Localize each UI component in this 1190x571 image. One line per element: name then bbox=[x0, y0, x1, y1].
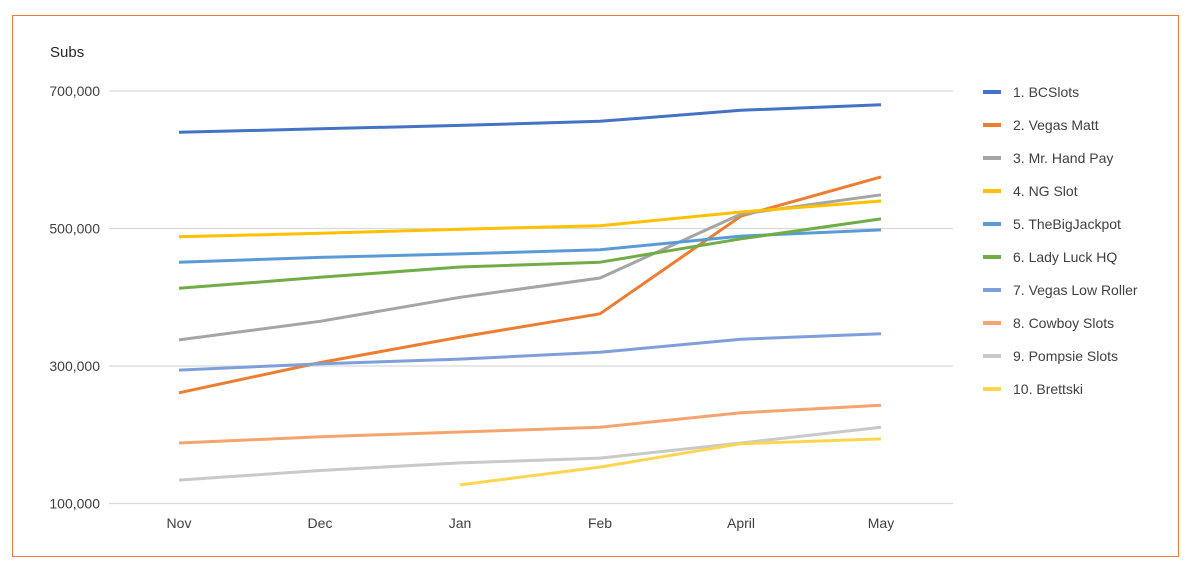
legend-label: 9. Pompsie Slots bbox=[1013, 348, 1119, 364]
series-line-10 bbox=[459, 437, 882, 487]
series-line-8 bbox=[178, 403, 882, 445]
series-line-3 bbox=[178, 193, 882, 342]
legend-label: 1. BCSlots bbox=[1013, 84, 1080, 100]
legend-swatch bbox=[983, 354, 1001, 358]
legend-item: 9. Pompsie Slots bbox=[983, 346, 1118, 366]
legend-swatch bbox=[983, 156, 1001, 160]
legend-item: 3. Mr. Hand Pay bbox=[983, 148, 1113, 168]
series-line-4 bbox=[178, 199, 882, 239]
legend-item: 6. Lady Luck HQ bbox=[983, 247, 1117, 267]
series-line-9 bbox=[178, 425, 882, 482]
series-line-7 bbox=[178, 332, 882, 372]
legend-label: 6. Lady Luck HQ bbox=[1013, 249, 1118, 265]
legend-swatch bbox=[983, 288, 1001, 292]
legend-swatch bbox=[983, 189, 1001, 193]
legend-label: 2. Vegas Matt bbox=[1013, 117, 1099, 133]
x-tick-label: Jan bbox=[449, 515, 472, 531]
legend-label: 7. Vegas Low Roller bbox=[1013, 282, 1138, 298]
legend-label: 8. Cowboy Slots bbox=[1013, 315, 1115, 331]
legend-item: 7. Vegas Low Roller bbox=[983, 280, 1138, 300]
legend-item: 1. BCSlots bbox=[983, 82, 1079, 102]
legend-swatch bbox=[983, 90, 1001, 94]
y-tick-label: 700,000 bbox=[49, 83, 100, 99]
legend-item: 5. TheBigJackpot bbox=[983, 214, 1121, 234]
legend-swatch bbox=[983, 222, 1001, 226]
legend-label: 4. NG Slot bbox=[1013, 183, 1078, 199]
y-tick-label: 100,000 bbox=[49, 496, 100, 512]
legend-label: 10. Brettski bbox=[1013, 381, 1084, 397]
y-tick-label: 500,000 bbox=[49, 221, 100, 237]
legend-item: 8. Cowboy Slots bbox=[983, 313, 1114, 333]
legend-swatch bbox=[983, 123, 1001, 127]
legend-item: 10. Brettski bbox=[983, 379, 1083, 399]
series-line-6 bbox=[178, 217, 882, 290]
x-axis-tick-labels: Nov Dec Jan Feb April May bbox=[167, 515, 895, 531]
legend-swatch bbox=[983, 255, 1001, 259]
legend-swatch bbox=[983, 387, 1001, 391]
x-tick-label: April bbox=[727, 515, 755, 531]
y-tick-label: 300,000 bbox=[49, 358, 100, 374]
legend-label: 3. Mr. Hand Pay bbox=[1013, 150, 1114, 166]
x-tick-label: May bbox=[868, 515, 894, 531]
legend-item: 2. Vegas Matt bbox=[983, 115, 1099, 135]
y-axis-title: Subs bbox=[50, 44, 85, 61]
series-lines bbox=[178, 103, 882, 487]
x-tick-label: Nov bbox=[167, 515, 192, 531]
x-tick-label: Feb bbox=[588, 515, 612, 531]
legend-item: 4. NG Slot bbox=[983, 181, 1078, 201]
legend-swatch bbox=[983, 321, 1001, 325]
y-axis-tick-labels: 100,000 300,000 500,000 700,000 bbox=[49, 83, 100, 512]
x-tick-label: Dec bbox=[308, 515, 333, 531]
series-line-1 bbox=[178, 103, 882, 134]
legend-label: 5. TheBigJackpot bbox=[1013, 216, 1121, 232]
